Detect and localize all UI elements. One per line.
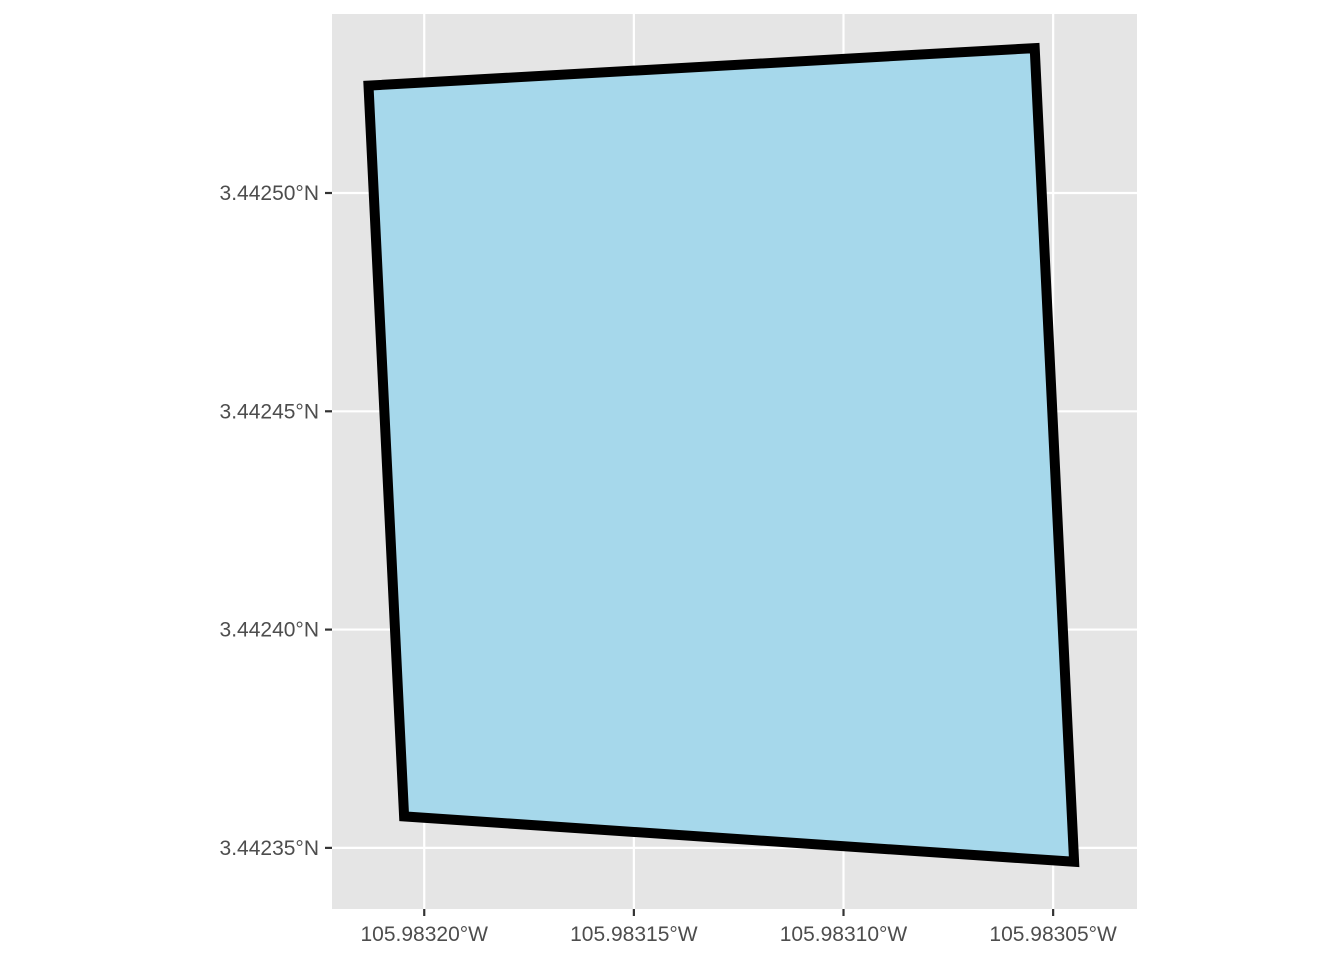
x-tick-label: 105.98320°W <box>360 923 488 946</box>
y-tick-label: 3.44250°N <box>220 182 319 205</box>
x-tick-label: 105.98305°W <box>989 923 1117 946</box>
y-tick-label: 3.44245°N <box>220 400 319 423</box>
parcel-polygon <box>369 48 1075 862</box>
y-tick-label: 3.44240°N <box>220 619 319 642</box>
y-tick-label: 3.44235°N <box>220 837 319 860</box>
x-tick-label: 105.98315°W <box>570 923 698 946</box>
polygon-layer <box>369 48 1075 862</box>
x-tick-label: 105.98310°W <box>780 923 908 946</box>
